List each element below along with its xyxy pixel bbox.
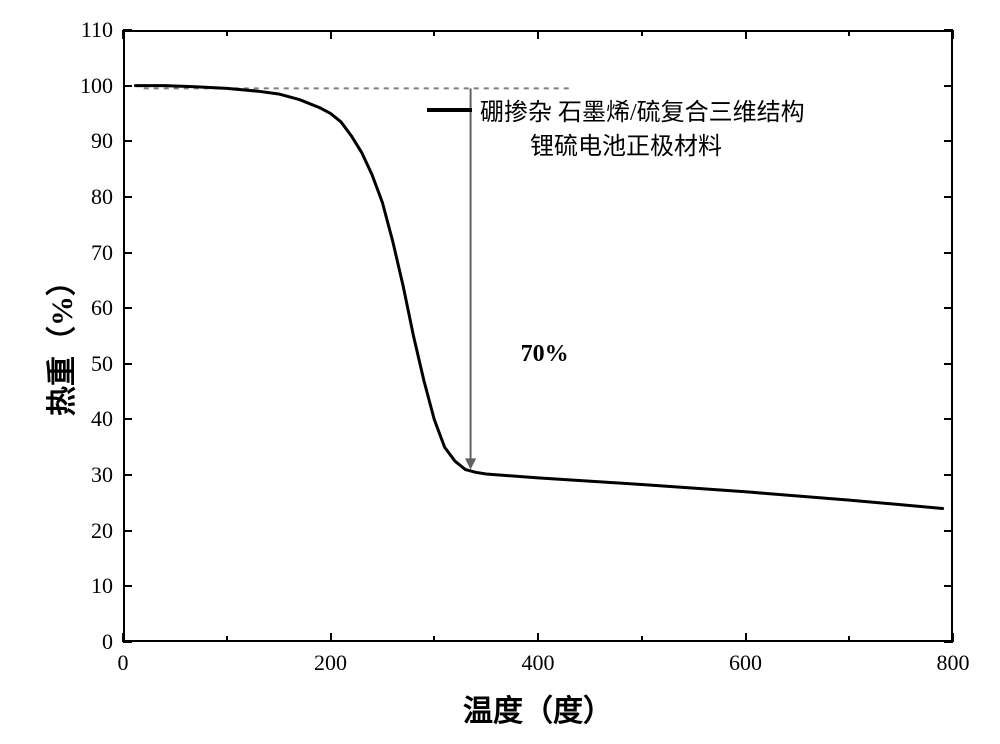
tick <box>123 196 132 198</box>
tick-label: 20 <box>91 518 113 544</box>
tick-label: 40 <box>91 406 113 432</box>
annotation-arrow-head <box>465 458 476 469</box>
tick <box>123 252 132 254</box>
tick <box>537 30 539 39</box>
tick-label: 70 <box>91 240 113 266</box>
tick <box>944 140 953 142</box>
tick <box>944 530 953 532</box>
y-axis-label: 热重（%） <box>37 266 81 416</box>
tick <box>952 30 954 39</box>
tick <box>330 633 332 642</box>
tick-label: 90 <box>91 128 113 154</box>
tick-label: 80 <box>91 184 113 210</box>
tick <box>226 30 228 36</box>
tick <box>848 636 850 642</box>
legend-sample-line <box>427 108 472 112</box>
tick <box>944 29 953 31</box>
legend-text-line1: 硼掺杂 石墨烯/硫复合三维结构 <box>480 95 805 131</box>
tick <box>944 474 953 476</box>
tick-label: 100 <box>80 73 113 99</box>
tick <box>745 30 747 39</box>
tick-label: 50 <box>91 351 113 377</box>
tick <box>944 85 953 87</box>
tick-label: 400 <box>522 650 555 676</box>
tick <box>944 252 953 254</box>
tick <box>123 140 132 142</box>
tick-label: 110 <box>81 17 113 43</box>
tick <box>123 29 132 31</box>
tick-label: 200 <box>314 650 347 676</box>
annotation-70pct: 70% <box>521 341 569 368</box>
tick <box>944 307 953 309</box>
tick <box>433 30 435 36</box>
tick <box>330 30 332 39</box>
tick <box>641 30 643 36</box>
tick <box>226 636 228 642</box>
tick <box>123 474 132 476</box>
tick-label: 60 <box>91 295 113 321</box>
tick <box>944 363 953 365</box>
tick-label: 600 <box>729 650 762 676</box>
tick <box>848 30 850 36</box>
tick <box>944 585 953 587</box>
tick <box>123 585 132 587</box>
tick-label: 10 <box>91 573 113 599</box>
tick <box>123 418 132 420</box>
tick <box>123 363 132 365</box>
tick <box>944 641 953 643</box>
tick <box>537 633 539 642</box>
tick-label: 0 <box>102 629 113 655</box>
tga-chart: 温度（度） 热重（%） 硼掺杂 石墨烯/硫复合三维结构 锂硫电池正极材料 70%… <box>0 0 1000 744</box>
x-axis-label: 温度（度） <box>463 686 613 730</box>
tick-label: 0 <box>118 650 129 676</box>
legend-text-line2: 锂硫电池正极材料 <box>530 129 722 165</box>
tick <box>641 636 643 642</box>
tick <box>433 636 435 642</box>
tick <box>745 633 747 642</box>
tick-label: 30 <box>91 462 113 488</box>
tick <box>123 641 132 643</box>
tick <box>123 530 132 532</box>
tick <box>123 85 132 87</box>
tick <box>122 30 124 39</box>
tick <box>944 418 953 420</box>
tick <box>123 307 132 309</box>
tick <box>944 196 953 198</box>
tick-label: 800 <box>937 650 970 676</box>
